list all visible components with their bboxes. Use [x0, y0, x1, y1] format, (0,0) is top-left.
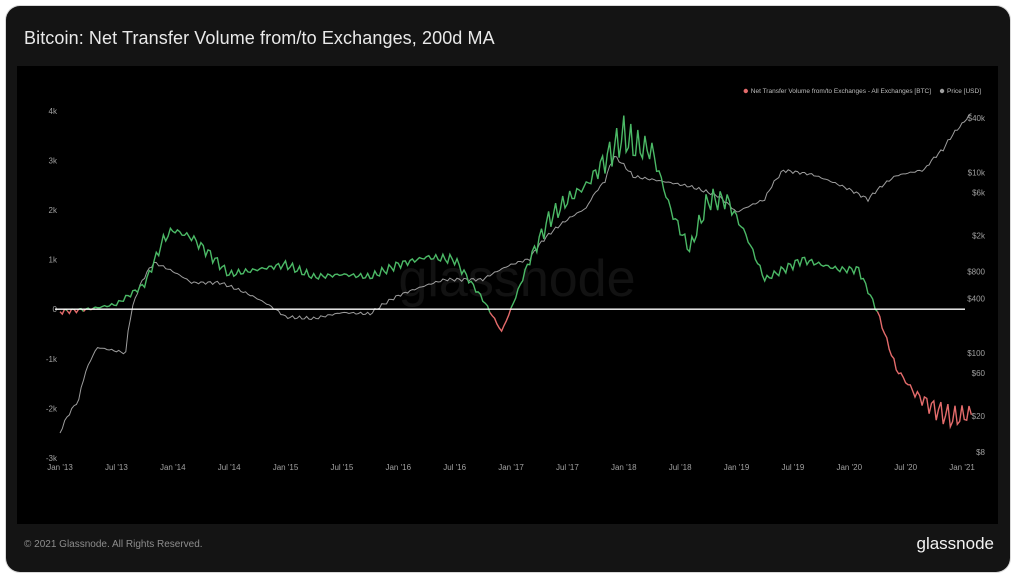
x-tick-label: Jul '19 [781, 463, 804, 472]
chart-title: Bitcoin: Net Transfer Volume from/to Exc… [24, 28, 495, 48]
y-left-tick-label: -1k [46, 355, 58, 364]
legend-swatch [939, 88, 945, 94]
y-right-tick-label: $100 [967, 349, 985, 358]
y-left-tick-label: -3k [46, 454, 58, 463]
net-transfer-line-negative [59, 308, 66, 316]
y-right-tick-label: $40k [968, 114, 986, 123]
x-tick-label: Jan '15 [273, 463, 299, 472]
net-transfer-line-positive [510, 115, 878, 312]
legend-label: Net Transfer Volume from/to Exchanges - … [751, 88, 931, 95]
y-right-tick-label: $400 [967, 295, 985, 304]
x-tick-label: Jul '17 [556, 463, 579, 472]
x-tick-label: Jul '15 [330, 463, 353, 472]
legend-label: Price [USD] [947, 88, 981, 95]
x-tick-label: Jan '17 [498, 463, 524, 472]
legend: Price [USD] Net Transfer Volume from/to E… [743, 88, 981, 95]
y-left-tick-label: 4k [49, 107, 58, 116]
x-tick-label: Jul '20 [894, 463, 917, 472]
x-tick-label: Jan '20 [836, 463, 862, 472]
y-right-tick-label: $60 [972, 369, 986, 378]
x-tick-label: Jan '18 [611, 463, 637, 472]
y-right-tick-label: $8 [976, 448, 985, 457]
y-right-tick-label: $20 [972, 412, 986, 421]
x-tick-label: Jul '18 [669, 463, 692, 472]
net-transfer-line-negative [66, 308, 73, 315]
x-tick-label: Jul '13 [105, 463, 128, 472]
price-series [59, 113, 972, 434]
x-tick-label: Jan '21 [949, 463, 975, 472]
right-axis-labels: $40k $10k $6k $2k $800 $400 $100 $60 $20 $8 [967, 114, 986, 457]
x-tick-label: Jul '16 [443, 463, 466, 472]
y-right-tick-label: $10k [968, 168, 986, 177]
y-right-tick-label: $800 [967, 267, 985, 276]
y-left-tick-label: -2k [46, 404, 58, 413]
y-left-tick-label: 3k [49, 156, 58, 165]
net-transfer-line-negative [876, 311, 973, 430]
plot-area: glassnode 4k 3k 2k 1k 0 -1k -2k -3k $40k $10k $6k… [17, 66, 998, 524]
price-line [59, 113, 972, 434]
y-right-tick-label: $6k [972, 188, 986, 197]
x-tick-label: Jan '13 [47, 463, 73, 472]
chart-card: Bitcoin: Net Transfer Volume from/to Exc… [6, 6, 1010, 572]
x-tick-label: Jan '19 [724, 463, 750, 472]
x-tick-label: Jan '14 [160, 463, 186, 472]
brand-logo-text: glassnode [916, 534, 994, 553]
copyright-text: © 2021 Glassnode. All Rights Reserved. [24, 539, 203, 550]
x-tick-label: Jul '14 [218, 463, 241, 472]
y-left-tick-label: 1k [49, 256, 58, 265]
legend-swatch [743, 88, 748, 94]
net-transfer-line-positive [92, 226, 491, 313]
y-left-tick-label: 2k [49, 206, 58, 215]
x-tick-label: Jan '16 [385, 463, 411, 472]
y-right-tick-label: $2k [972, 231, 986, 240]
net-transfer-line-negative [73, 308, 80, 314]
x-axis-labels: Jan '13 Jul '13 Jan '14 Jul '14 Jan '15 Jul '… [47, 463, 975, 472]
net-transfer-line-negative [489, 307, 512, 333]
